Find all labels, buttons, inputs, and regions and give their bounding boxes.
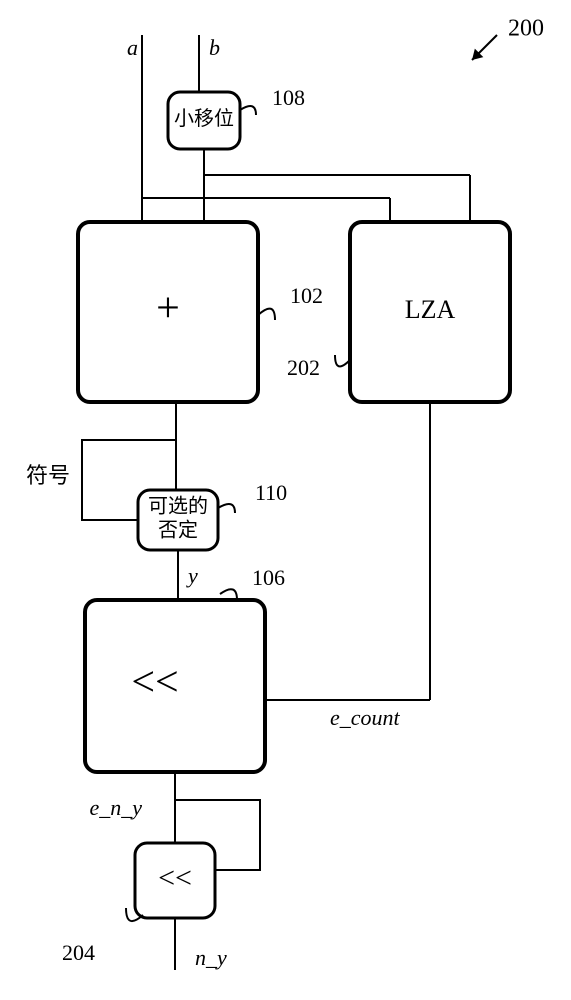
svg-text:102: 102 xyxy=(290,283,323,308)
svg-text:204: 204 xyxy=(62,940,95,965)
svg-text:e_count: e_count xyxy=(330,705,401,730)
svg-text:e_n_y: e_n_y xyxy=(89,795,142,820)
svg-text:符号: 符号 xyxy=(26,463,70,488)
svg-text:可选的: 可选的 xyxy=(148,495,208,518)
svg-text:b: b xyxy=(209,35,220,60)
svg-text:110: 110 xyxy=(255,480,287,505)
svg-text:<<: << xyxy=(131,660,178,706)
svg-text:y: y xyxy=(186,563,198,588)
svg-text:+: + xyxy=(156,286,180,332)
svg-text:202: 202 xyxy=(287,355,320,380)
svg-text:<<: << xyxy=(158,861,192,894)
svg-text:106: 106 xyxy=(252,565,285,590)
svg-text:108: 108 xyxy=(272,85,305,110)
svg-text:n_y: n_y xyxy=(195,945,227,970)
svg-text:小移位: 小移位 xyxy=(174,107,234,130)
svg-text:LZA: LZA xyxy=(405,295,456,324)
svg-text:a: a xyxy=(127,35,138,60)
svg-text:200: 200 xyxy=(508,16,544,42)
svg-text:否定: 否定 xyxy=(158,519,198,542)
